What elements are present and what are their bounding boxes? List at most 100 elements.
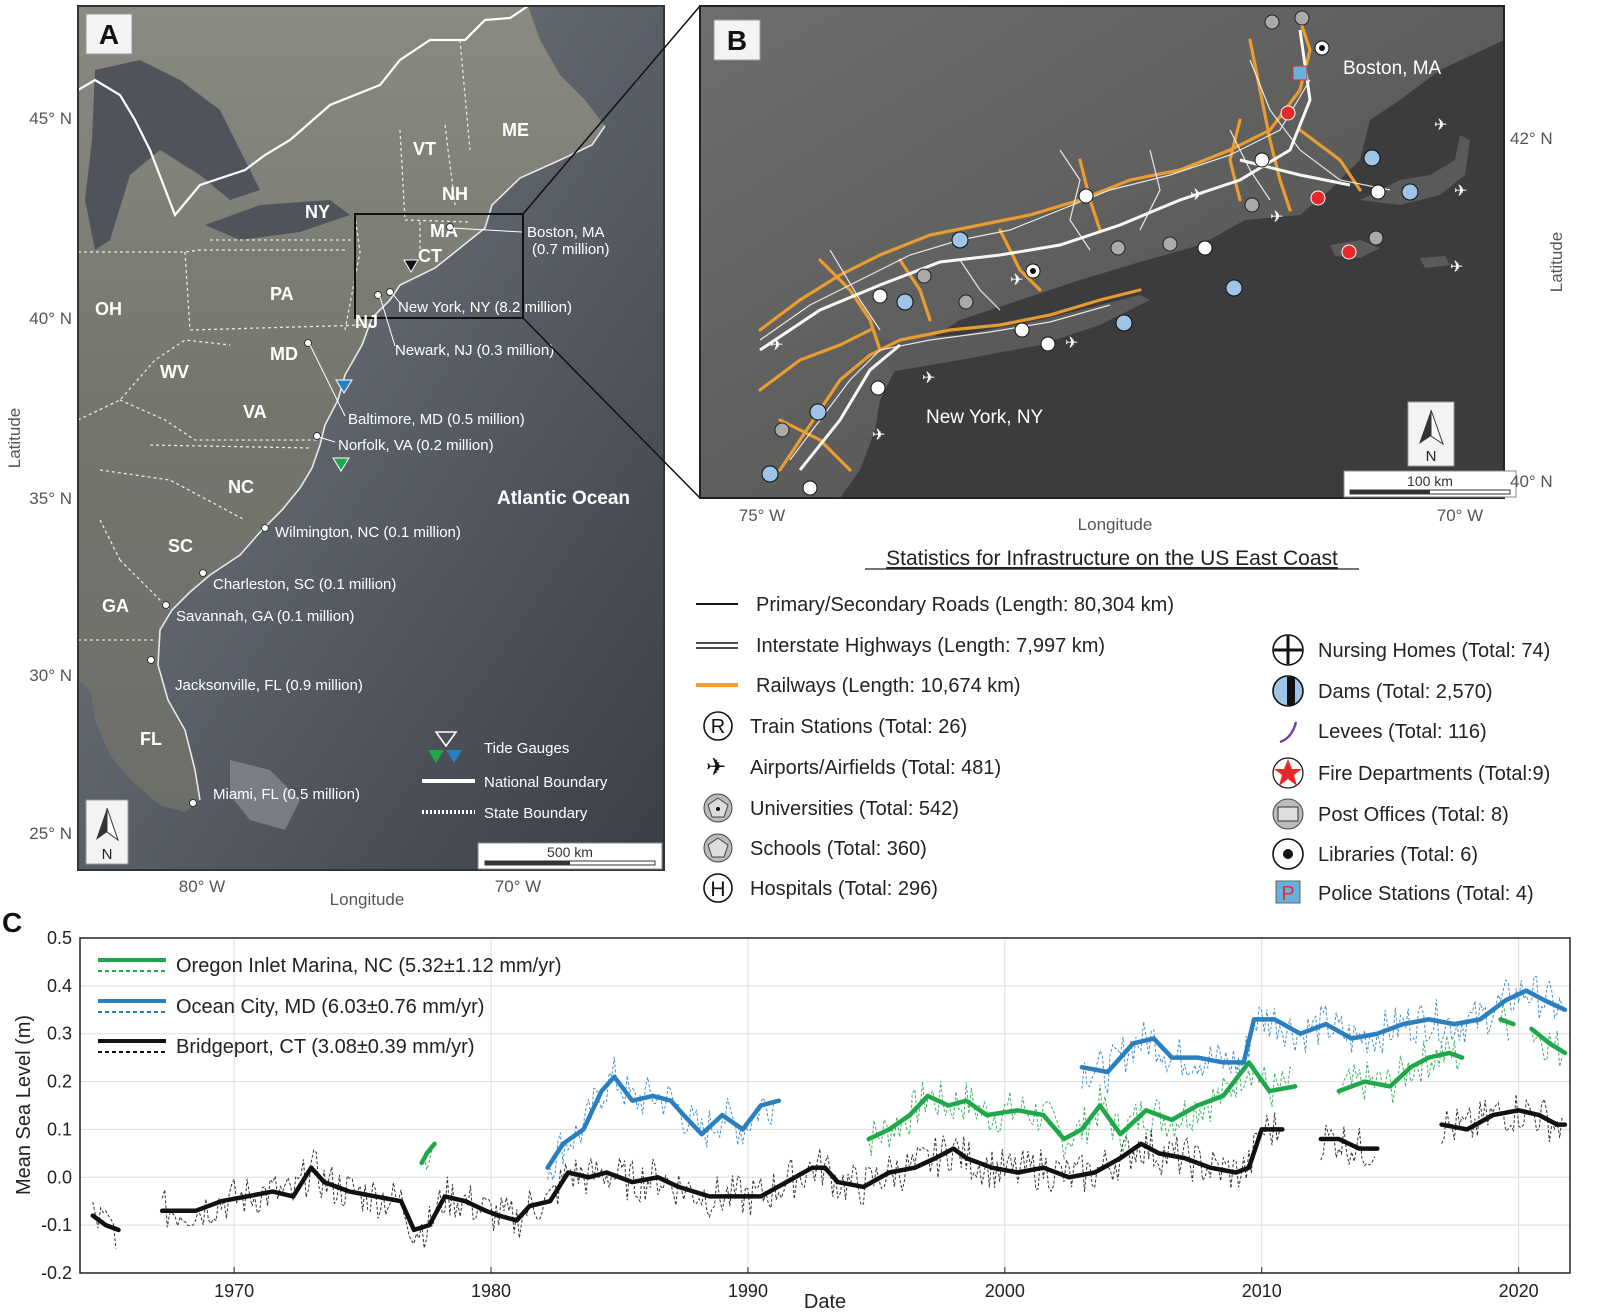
- city-labels: Boston, MA (0.7 million) New York, NY (8…: [175, 224, 610, 803]
- tide-gauge-legend-green: [428, 750, 444, 763]
- city-label: New York, NY (8.2 million): [398, 299, 572, 316]
- y-tick-label: -0.1: [41, 1215, 72, 1235]
- stats-right-label: Fire Departments (Total:9): [1318, 763, 1550, 785]
- panel-b-xlabel: Longitude: [1078, 515, 1153, 534]
- stats-right-label: Police Stations (Total: 4): [1318, 883, 1534, 905]
- airport-icon: ✈: [1450, 259, 1463, 276]
- dam-icon: [1225, 279, 1243, 297]
- tide-gauge-legend-blue: [446, 750, 462, 763]
- y-tick-label: 0.0: [47, 1167, 72, 1187]
- hospital-icon: [1370, 184, 1386, 200]
- post-office-icon: [1294, 10, 1310, 26]
- airport-icon: ✈: [1434, 117, 1447, 134]
- school-icon: [1244, 197, 1260, 213]
- legend-oregon-label: Oregon Inlet Marina, NC (5.32±1.12 mm/yr…: [176, 955, 562, 977]
- school-icon: [1368, 230, 1384, 246]
- chart-ylabel: Mean Sea Level (m): [13, 1015, 35, 1195]
- state-label: NJ: [355, 312, 378, 332]
- panel-a-florida-keys: [230, 760, 300, 830]
- panel-b-long-island: [880, 295, 1150, 372]
- plot-frame: [79, 937, 1571, 1274]
- bridgeport-ct-monthly-trace: [92, 1201, 117, 1249]
- stats-right-label: Dams (Total: 2,570): [1318, 681, 1493, 703]
- infrastructure-icons: ✈ ✈ ✈ ✈ ✈ ✈ ✈ ✈ ✈ ✈: [761, 10, 1467, 496]
- post-office-envelope: [1277, 806, 1299, 822]
- state-label: NC: [228, 477, 254, 497]
- panel-b-extent-box: [354, 213, 524, 319]
- panel-b-letter-box: [713, 19, 761, 61]
- stats-right-label: Levees (Total: 116): [1318, 721, 1487, 743]
- panel-a-coastline: [157, 125, 606, 801]
- state-label: PA: [270, 284, 294, 304]
- state-label: OH: [95, 299, 122, 319]
- north-arrow-label: N: [1426, 448, 1437, 465]
- city-dot: [304, 339, 312, 347]
- train-station-glyph: R: [711, 716, 725, 738]
- scalebar-bar-fill: [485, 861, 570, 865]
- hospital-icon: [1197, 240, 1213, 256]
- panel-a-letter-box: [85, 13, 133, 55]
- x-tick-label: 2000: [985, 1281, 1025, 1301]
- dam-icon: [1401, 183, 1419, 201]
- road-network: [759, 59, 1391, 461]
- nursing-home-icon: [1040, 336, 1056, 352]
- airport-icon: ✈: [770, 337, 783, 354]
- airport-icon: ✈: [1010, 272, 1023, 289]
- lat-tick: 42° N: [1510, 129, 1553, 148]
- state-label: GA: [102, 596, 129, 616]
- university-icon: [916, 268, 932, 284]
- dam-icon: [896, 293, 914, 311]
- legend-state-boundary: State Boundary: [484, 805, 588, 822]
- library-dot: [1319, 45, 1325, 51]
- library-dot: [1030, 268, 1036, 274]
- stats-left-label: Interstate Highways (Length: 7,997 km): [756, 635, 1105, 657]
- oregon-inlet-marina-nc-trend-line: [1498, 1017, 1516, 1027]
- city-label: Norfolk, VA (0.2 million): [338, 437, 494, 454]
- tide-gauge-bridgeport: [403, 259, 419, 273]
- scalebar-label: 500 km: [547, 844, 593, 860]
- scalebar-bar-fill: [1350, 490, 1430, 494]
- airport-icon: ✈: [872, 427, 885, 444]
- stats-left-label: Airports/Airfields (Total: 481): [750, 757, 1001, 779]
- stats-left-label: Universities (Total: 542): [750, 798, 959, 820]
- state-label: VA: [243, 402, 267, 422]
- y-tick-label: 0.4: [47, 976, 72, 996]
- state-label: MA: [430, 221, 458, 241]
- bridgeport-ct-trend-line: [1318, 1136, 1380, 1151]
- scalebar-label: 100 km: [1407, 473, 1453, 489]
- city-dot: [374, 291, 382, 299]
- stats-right-label: Libraries (Total: 6): [1318, 844, 1478, 866]
- city-label: (0.7 million): [532, 241, 610, 258]
- panel-b-map: ✈ ✈ ✈ ✈ ✈ ✈ ✈ ✈ ✈ ✈ B Boston, MA New Yor…: [699, 5, 1566, 534]
- panel-b-letter: B: [727, 25, 747, 56]
- dam-icon: [761, 465, 779, 483]
- airport-icon: ✈: [1190, 187, 1203, 204]
- city-label: Miami, FL (0.5 million): [213, 786, 360, 803]
- bridgeport-ct-monthly-trace: [161, 1112, 1281, 1249]
- hospital-icon: [1014, 322, 1030, 338]
- panel-b-city-boston: Boston, MA: [1343, 58, 1442, 79]
- panel-b-cape-cod: [1360, 135, 1470, 205]
- panel-c-letter: C: [2, 907, 22, 938]
- airport-icon: ✈: [922, 370, 935, 387]
- lat-tick: 45° N: [29, 109, 72, 128]
- stats-left-label: Train Stations (Total: 26): [750, 716, 967, 738]
- tide-gauge-oregon-inlet: [332, 457, 350, 472]
- plot-area: [80, 938, 1570, 1273]
- university-icon: [1162, 236, 1178, 252]
- fire-department-icon: [1341, 244, 1357, 260]
- tide-gauge-markers: [332, 259, 419, 472]
- state-label: ME: [502, 120, 529, 140]
- panel-a-map: A ME VT NH NY MA CT PA NJ OH MD WV VA NC…: [5, 5, 665, 909]
- city-dot: [313, 432, 321, 440]
- state-label: FL: [140, 729, 162, 749]
- state-labels: ME VT NH NY MA CT PA NJ OH MD WV VA NC S…: [95, 120, 529, 749]
- state-label: WV: [160, 362, 189, 382]
- city-leaders: [309, 227, 523, 443]
- dam-icon: [809, 403, 827, 421]
- oregon-inlet-marina-nc-trend-line: [419, 1141, 437, 1166]
- school-icon: [958, 294, 974, 310]
- state-label: MD: [270, 344, 298, 364]
- dam-icon: [1363, 149, 1381, 167]
- city-label: Wilmington, NC (0.1 million): [275, 524, 461, 541]
